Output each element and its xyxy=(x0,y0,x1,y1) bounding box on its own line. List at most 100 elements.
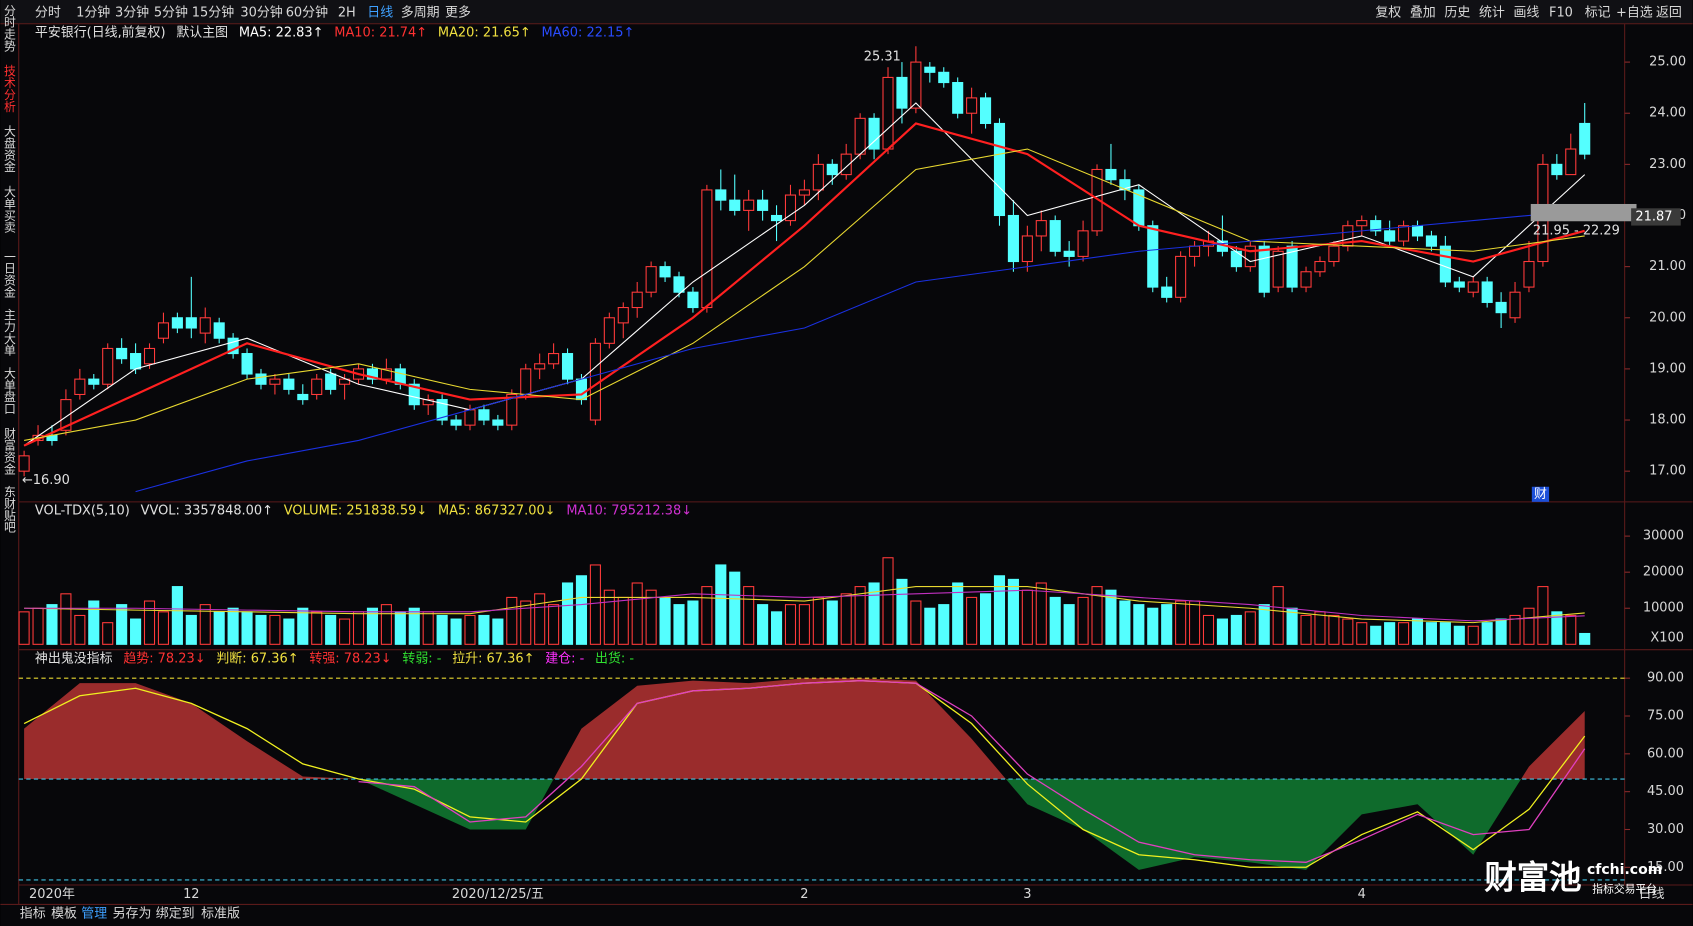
y-tick-label: 75.00 xyxy=(1647,709,1684,724)
bottom-tab[interactable]: 管理 xyxy=(81,907,107,922)
sidebar-tab[interactable]: 主力大单 xyxy=(2,308,16,357)
header-item: 平安银行(日线,前复权) xyxy=(35,24,166,40)
sidebar-tab[interactable]: 大盘资金 xyxy=(2,125,16,173)
bottom-tab[interactable]: 绑定到 xyxy=(156,907,195,922)
volume-bar xyxy=(102,622,114,645)
candle-body xyxy=(1189,245,1201,257)
panel-header: VOL-TDX(5,10) VVOL: 3357848.00↑ VOLUME: 25… xyxy=(35,503,692,518)
candle-body xyxy=(1356,220,1368,227)
sidebar-tab[interactable]: 技术分析 xyxy=(2,65,16,113)
date-label: 3 xyxy=(1023,887,1031,902)
y-tick-label: 45.00 xyxy=(1647,784,1684,799)
bottom-tab[interactable]: 指标 xyxy=(20,907,46,922)
candle-body xyxy=(757,199,769,211)
bottom-tab[interactable]: 模板 xyxy=(51,907,77,922)
volume-bar xyxy=(269,614,281,645)
candle-body xyxy=(1370,220,1382,232)
candle-body xyxy=(631,291,643,309)
toolbar-tab[interactable]: 更多 xyxy=(445,5,471,20)
candle-body xyxy=(102,347,114,385)
toolbar-tab[interactable]: 1分钟 xyxy=(76,4,110,20)
candle-body xyxy=(1300,271,1312,288)
toolbar-tab[interactable]: 30分钟 xyxy=(240,4,282,20)
header-item: 默认主图 xyxy=(176,24,228,40)
header-item: 出货: - xyxy=(595,650,634,666)
toolbar-button[interactable]: +自选 xyxy=(1616,5,1653,20)
price-tag xyxy=(1631,208,1681,226)
candle-body xyxy=(1021,235,1033,263)
volume-bar xyxy=(227,607,239,645)
sidebar-tab[interactable]: 大单买卖 xyxy=(2,185,16,234)
header-item: VOL-TDX(5,10) xyxy=(35,503,130,518)
toolbar-button[interactable]: 画线 xyxy=(1513,5,1539,20)
period-label: 日线 xyxy=(1639,887,1665,902)
sidebar-tab[interactable]: 一日资金 xyxy=(2,250,16,297)
volume-bar xyxy=(1523,607,1535,645)
toolbar-button[interactable]: F10 xyxy=(1549,5,1573,20)
toolbar-button[interactable]: 复权 xyxy=(1375,4,1401,20)
bottom-tab[interactable]: 标准版 xyxy=(201,907,240,922)
volume-bar xyxy=(701,586,713,645)
volume-bar xyxy=(1356,622,1368,645)
candle-body xyxy=(422,399,434,406)
candle-body xyxy=(241,353,253,375)
watermark-brand: 财富池 xyxy=(1484,859,1581,897)
volume-bar xyxy=(255,614,267,645)
sidebar-tab[interactable]: 分时走势 xyxy=(2,4,16,51)
volume-bar xyxy=(784,604,797,645)
volume-bar xyxy=(143,600,156,645)
candle-body xyxy=(1091,168,1103,232)
candle-body xyxy=(255,373,267,385)
volume-bar xyxy=(311,611,323,645)
sidebar-tab[interactable]: 东财贴吧 xyxy=(2,486,16,533)
toolbar-button[interactable]: 历史 xyxy=(1444,5,1470,20)
header-item: 拉升: 67.36↑ xyxy=(452,651,534,666)
candle-body xyxy=(380,368,392,380)
toolbar-button[interactable]: 标记 xyxy=(1585,5,1611,20)
toolbar-bg xyxy=(0,0,1693,24)
toolbar-tab[interactable]: 日线 xyxy=(367,5,393,20)
toolbar-button[interactable]: 返回 xyxy=(1656,5,1682,20)
volume-ma-line xyxy=(24,586,1585,624)
toolbar-tab[interactable]: 60分钟 xyxy=(286,4,328,20)
date-label: 12 xyxy=(183,887,199,902)
candle-body xyxy=(1119,179,1131,191)
toolbar-tab[interactable]: 5分钟 xyxy=(154,4,188,20)
toolbar-tab[interactable]: 3分钟 xyxy=(115,4,149,20)
toolbar-tab[interactable]: 多周期 xyxy=(401,5,440,20)
volume-bar xyxy=(241,611,253,645)
toolbar-button[interactable]: 叠加 xyxy=(1410,5,1436,20)
toolbar-tab[interactable]: 15分钟 xyxy=(192,4,234,20)
toolbar-tab[interactable]: 分时 xyxy=(35,5,61,20)
panel-header: 神出鬼没指标 趋势: 78.23↓ 判断: 67.36↑ 转强: 78.23↓ 转弱: … xyxy=(35,650,635,666)
y-tick-label: 30.00 xyxy=(1647,822,1684,837)
candle-body xyxy=(88,378,100,385)
y-tick-label: 60.00 xyxy=(1647,746,1684,761)
candle-body xyxy=(979,97,992,124)
toolbar-button[interactable]: 统计 xyxy=(1479,5,1505,20)
volume-bar xyxy=(1286,607,1298,645)
candle-body xyxy=(743,199,755,211)
y-tick-label: 20.00 xyxy=(1649,310,1686,325)
volume-bar xyxy=(631,582,643,645)
header-item: 趋势: 78.23↓ xyxy=(123,650,205,666)
volume-bar xyxy=(910,600,922,645)
candle-body xyxy=(1342,225,1354,247)
candle-body xyxy=(143,347,156,365)
toolbar-tab[interactable]: 2H xyxy=(338,5,356,20)
y-tick-label: 17.00 xyxy=(1649,464,1686,479)
sidebar-tab[interactable]: 财富资金 xyxy=(2,427,16,475)
candle-body xyxy=(366,368,379,380)
header-item: MA60: 22.15↑ xyxy=(542,25,635,40)
volume-bar xyxy=(1063,604,1075,645)
candle-body xyxy=(924,66,936,73)
trend-area-up xyxy=(24,678,1585,780)
bottom-tab[interactable]: 另存为 xyxy=(113,907,152,922)
watermark: 财富池 cfchi.com 指标交易平台 xyxy=(1484,859,1662,897)
volume-bar xyxy=(548,604,560,645)
candle-body xyxy=(910,61,922,109)
sidebar-tab[interactable]: 大单盘口 xyxy=(2,366,16,414)
candle-body xyxy=(1523,260,1535,288)
volume-bar xyxy=(687,600,699,645)
y-tick-label: 21.00 xyxy=(1649,259,1686,274)
